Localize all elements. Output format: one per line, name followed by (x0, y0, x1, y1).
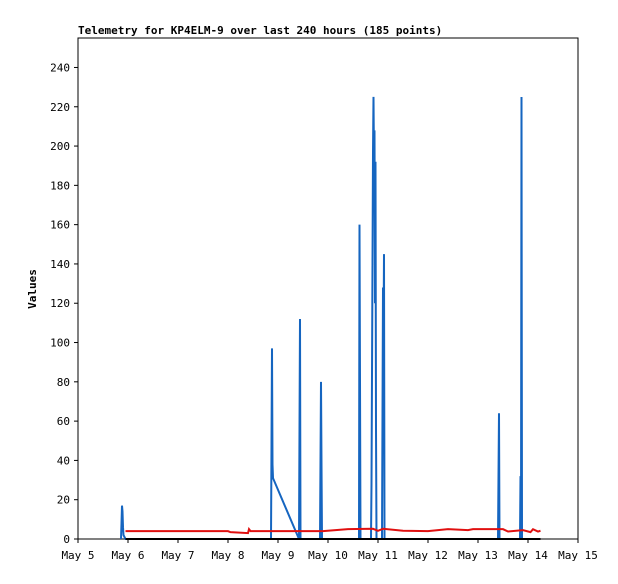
x-tick-label: May 6 (111, 549, 144, 562)
y-tick-label: 240 (50, 61, 70, 74)
y-tick-label: 160 (50, 219, 70, 232)
y-tick-label: 200 (50, 140, 70, 153)
x-axis: May 5 May 6 May 7 May 8 May 9 May 10 May 11 May… (61, 539, 598, 562)
y-tick-label: 220 (50, 101, 70, 114)
x-tick-label: May 13 (458, 549, 498, 562)
series-line-red (125, 526, 541, 535)
plot-frame (77, 37, 579, 540)
x-tick-label: May 10 (308, 549, 348, 562)
y-tick-label: 180 (50, 179, 70, 192)
y-tick-label: 80 (57, 376, 70, 389)
x-tick-label: May 15 (558, 549, 598, 562)
y-tick-label: 20 (57, 494, 70, 507)
x-tick-label: May 11 (358, 549, 398, 562)
x-tick-label: May 8 (211, 549, 244, 562)
y-tick-label: 140 (50, 258, 70, 271)
y-tick-label: 100 (50, 337, 70, 350)
x-tick-label: May 9 (261, 549, 294, 562)
x-tick-label: May 5 (61, 549, 94, 562)
x-tick-label: May 12 (408, 549, 448, 562)
series-layer (120, 96, 541, 540)
chart-title: Telemetry for KP4ELM-9 over last 240 hou… (78, 24, 442, 37)
y-tick-label: 60 (57, 415, 70, 428)
x-tick-label: May 14 (508, 549, 548, 562)
x-tick-label: May 7 (161, 549, 194, 562)
y-tick-label: 40 (57, 454, 70, 467)
y-tick-label: 120 (50, 297, 70, 310)
y-axis: 0 20 40 60 80 100 120 140 160 180 200 220 240 (50, 61, 78, 546)
y-tick-label: 0 (63, 533, 70, 546)
y-axis-label: Values (26, 269, 39, 309)
